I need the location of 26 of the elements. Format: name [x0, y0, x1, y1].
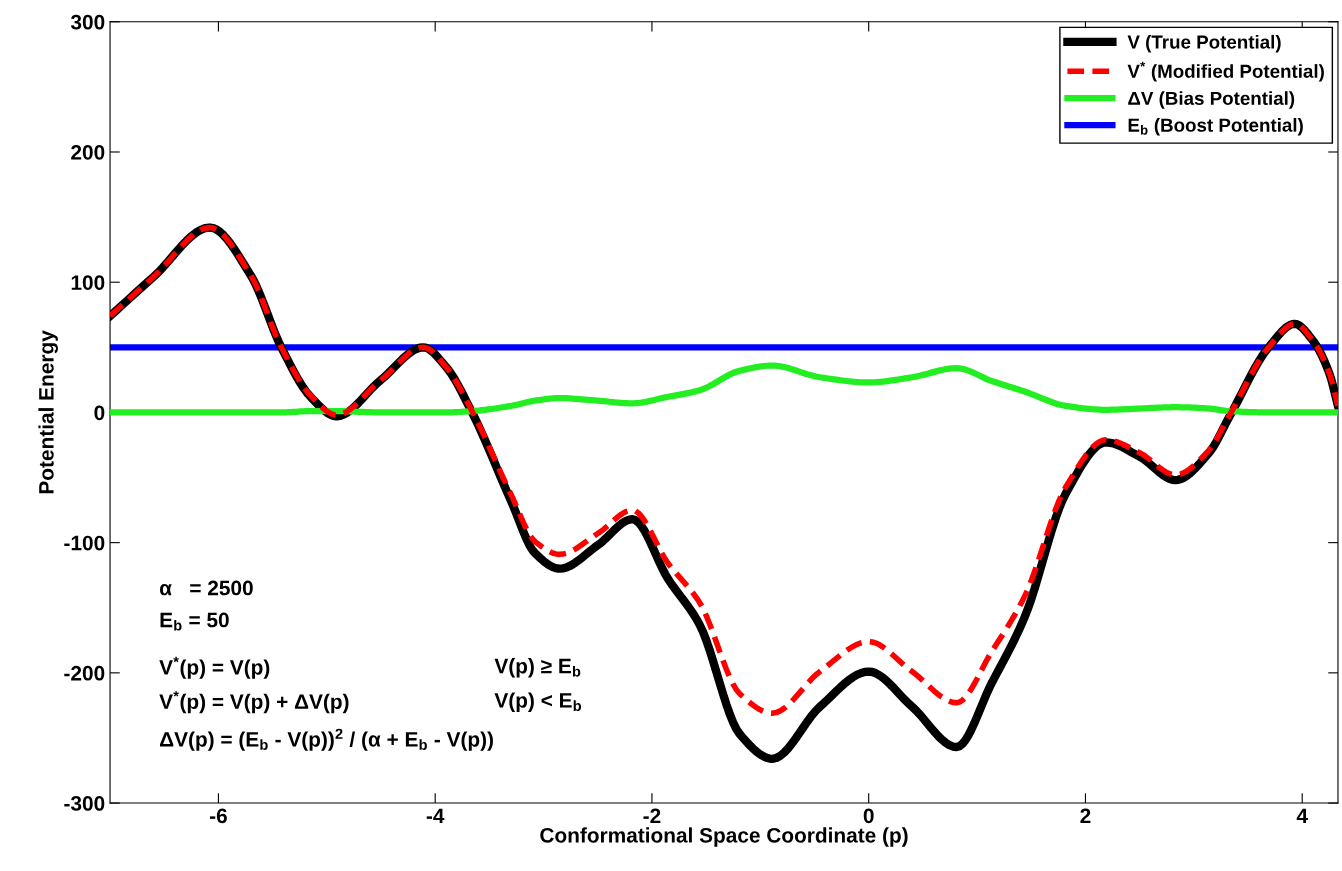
legend-label: V$^{*}$ (Modified Potential) — [1127, 61, 1324, 82]
y-tick-label: 100 — [71, 275, 105, 290]
x-tick-label: 4 — [1296, 808, 1308, 824]
annotation: V(p) < E$_{b}$ — [494, 692, 582, 712]
y-tick-label: -300 — [64, 796, 105, 811]
y-tick-label: 200 — [71, 144, 105, 160]
x-tick-label: -2 — [643, 808, 661, 824]
y-tick-label: 300 — [70, 14, 105, 30]
annotation: V(p) ≥ E$_{b}$ — [494, 658, 581, 678]
x-tick-label: 2 — [1080, 808, 1091, 824]
legend-label: V (True Potential) — [1127, 34, 1281, 53]
y-tick-label: -200 — [64, 665, 105, 681]
y-tick-label: -100 — [64, 535, 105, 551]
annotation: E$_{b}$ = 50 — [160, 612, 229, 631]
x-tick-label: 0 — [863, 808, 874, 824]
legend-label: ΔV (Bias Potential) — [1128, 91, 1295, 109]
annotation: α = 2500 — [159, 580, 253, 596]
x-tick-label: -4 — [426, 808, 445, 824]
annotation: V$^{*}$(p) = V(p) — [159, 656, 270, 679]
y-tick-label: 0 — [94, 405, 105, 421]
annotation: V$^{*}$(p) = V(p) + ΔV(p) — [159, 691, 349, 714]
x-tick-label: -6 — [209, 808, 227, 824]
legend-label: E$_{b}$ (Boost Potential) — [1128, 118, 1303, 136]
y-axis-title: Potential Energy — [38, 330, 58, 494]
annotation: ΔV(p) = (E$_{b}$ - V(p))$^{2}$ / (α + E$_{b}$ - V(p)) — [160, 728, 493, 751]
x-axis-title: Conformational Space Coordinate (p) — [540, 827, 908, 847]
